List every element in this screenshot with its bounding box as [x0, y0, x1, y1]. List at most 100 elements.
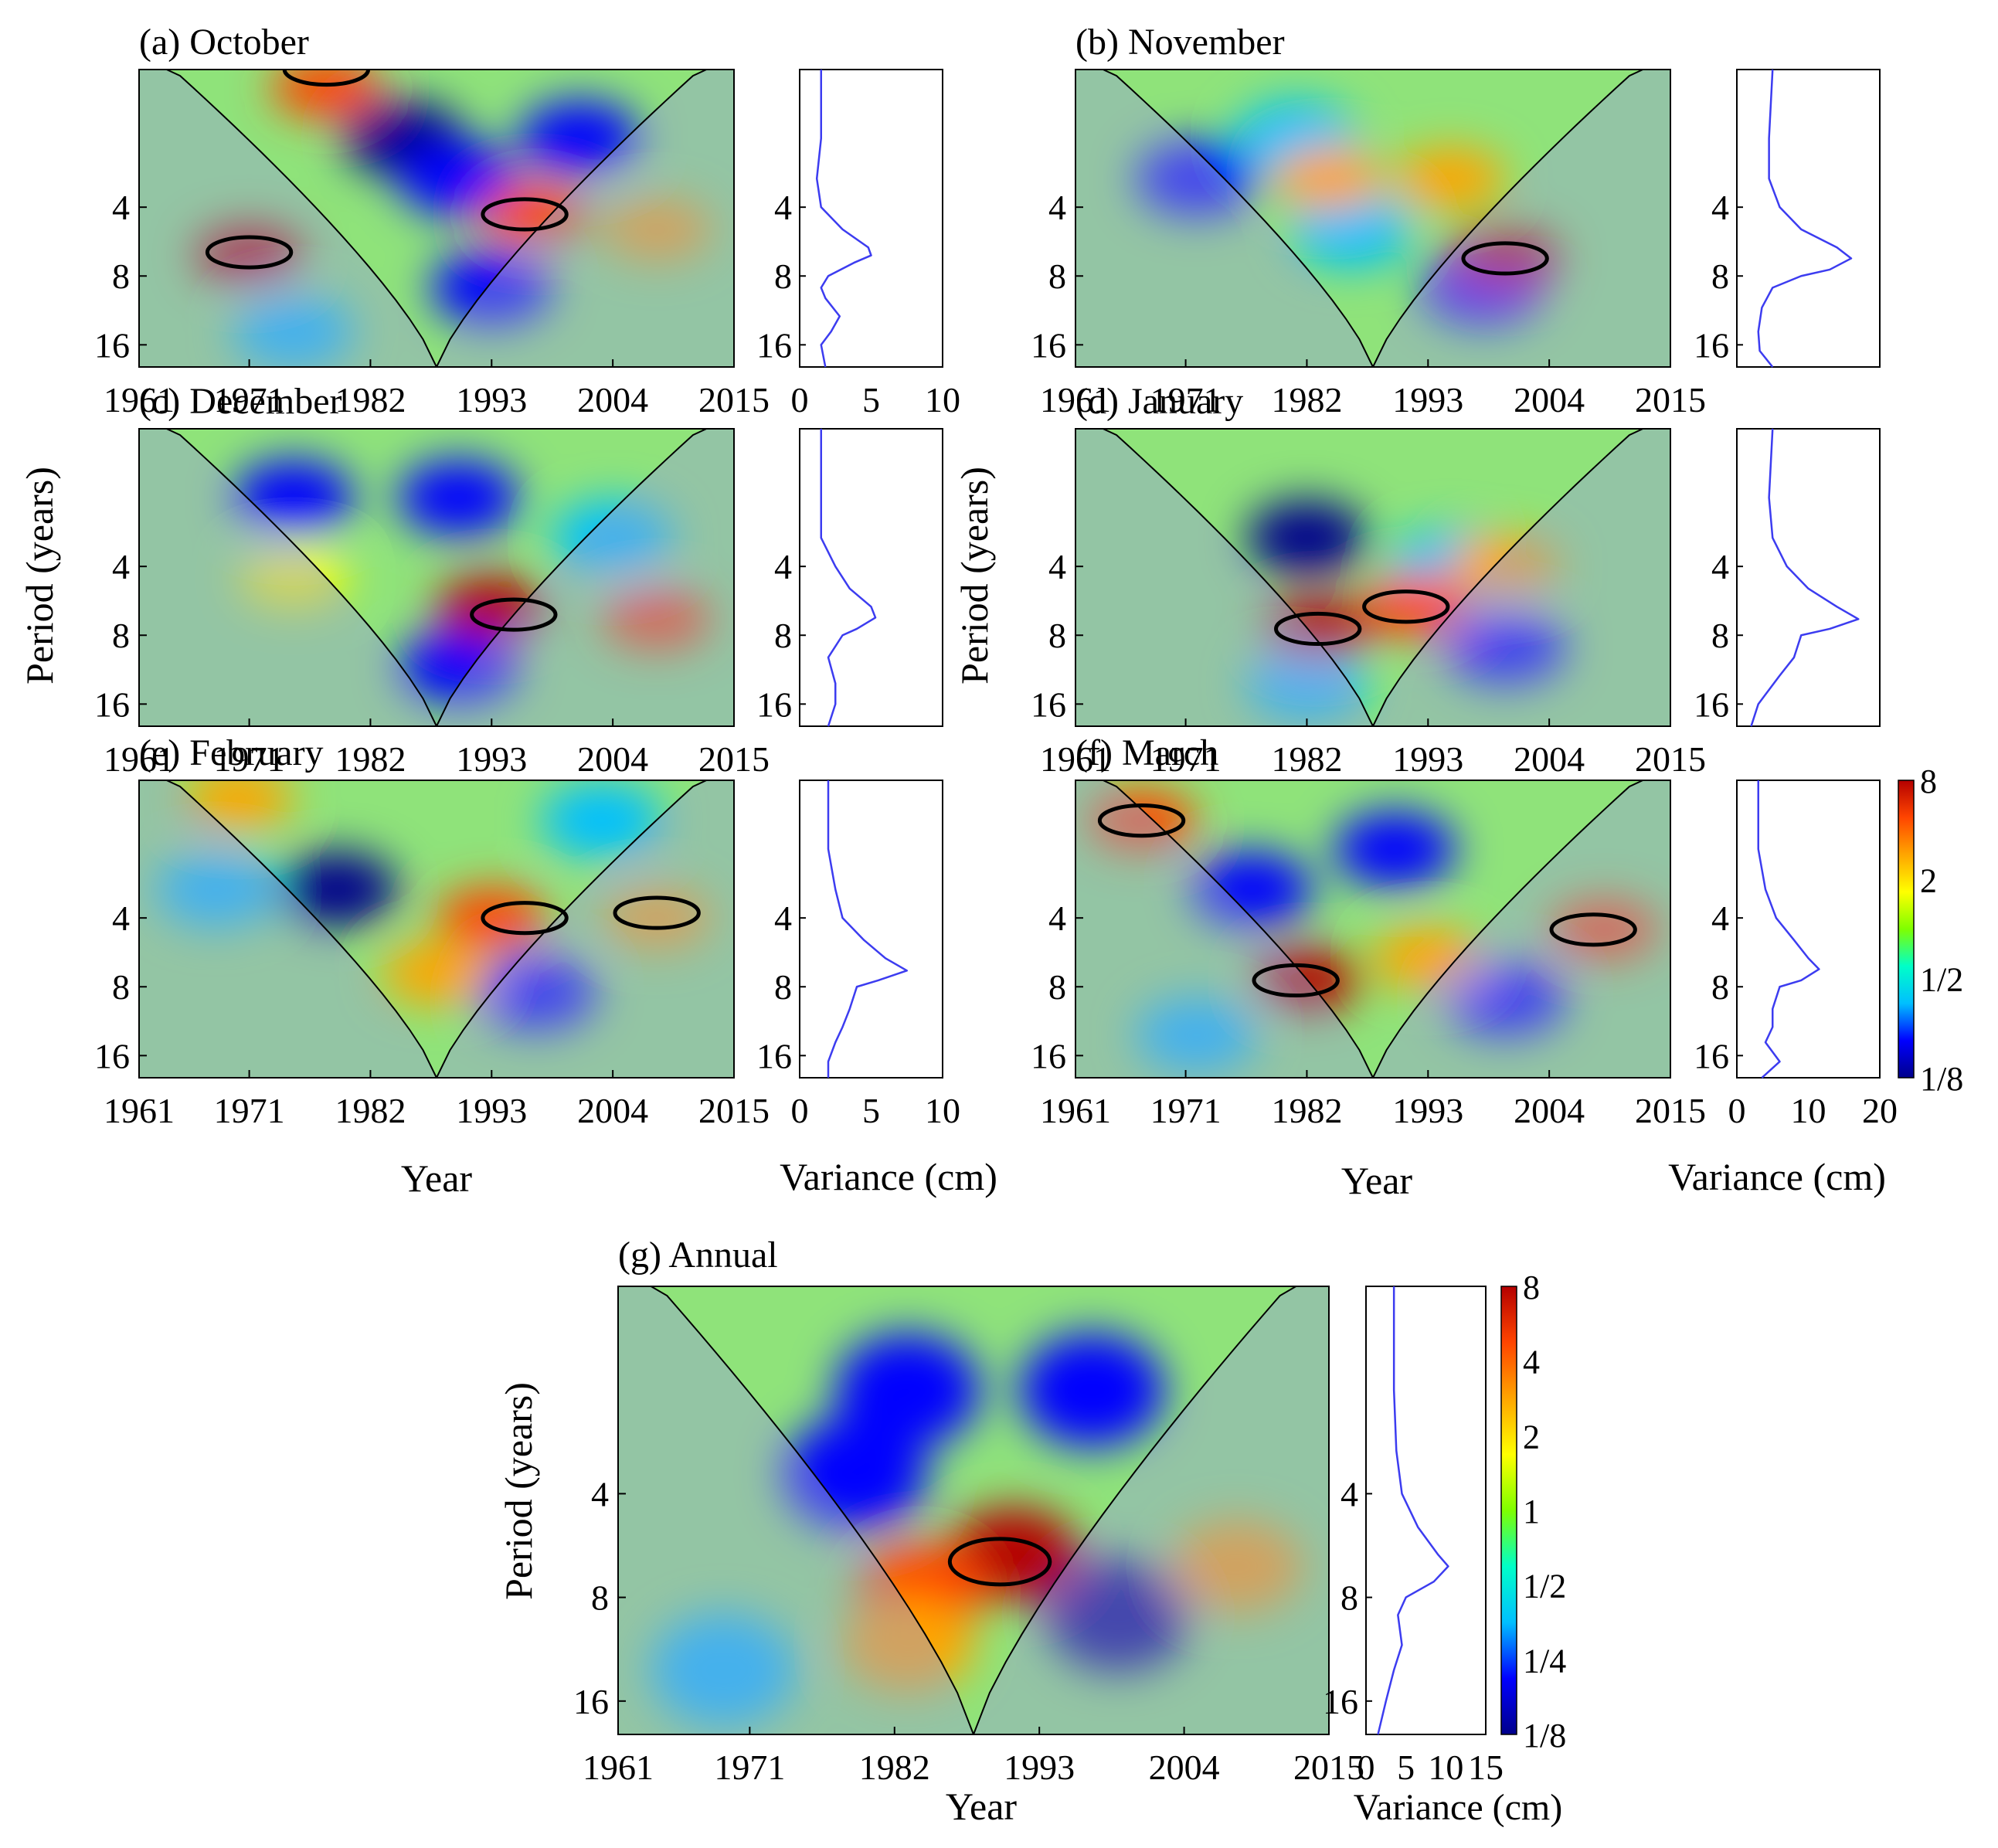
x-tick-label: 1993 [1392, 1091, 1463, 1130]
cold-region [1136, 997, 1258, 1073]
colorbar-tick-label: 8 [1523, 1269, 1540, 1306]
x-tick-label: 1961 [583, 1748, 654, 1787]
x-tick-label: 1982 [1271, 380, 1342, 420]
x-tick-label: 1982 [335, 1091, 406, 1130]
colorbar-tick-label: 1/8 [1920, 1060, 1963, 1098]
colorbar-gradient [1898, 780, 1915, 1079]
colorbar-tick-label: 2 [1523, 1418, 1540, 1456]
variance-label-annual: Variance (cm) [1354, 1787, 1563, 1828]
x-tick-label: 2015 [1635, 1091, 1706, 1130]
panel-f-title: (f) March [1075, 732, 1218, 773]
cold-region [398, 141, 519, 217]
panel-c-heatmap: 1961 1971 1982 1993 2004 2015 4 8 16 [94, 428, 770, 779]
panel-a-variance: 4 8 16 0 5 10 [756, 69, 960, 420]
cold-region [1290, 191, 1412, 267]
y-tick-label: 16 [1694, 1036, 1729, 1075]
y-tick-label: 4 [1711, 899, 1729, 938]
cold-region [1246, 500, 1368, 576]
variance-frame [799, 428, 943, 727]
panel-g-heatmap: 1961 1971 1982 1993 2004 2015 4 8 16 [573, 1286, 1364, 1787]
x-tick-label: 1961 [1040, 380, 1111, 420]
y-tick-label: 8 [1048, 256, 1066, 296]
hot-region [381, 942, 492, 1005]
cold-region [1019, 1333, 1165, 1448]
heatmap-blobs [233, 460, 712, 705]
variance-curve [1757, 780, 1820, 1079]
variance-tick-label: 15 [1468, 1748, 1504, 1787]
x-tick-label: 2004 [1514, 739, 1585, 779]
significance-contour [470, 597, 558, 632]
x-tick-label: 1971 [714, 1748, 785, 1787]
x-tick-label: 2015 [1635, 739, 1706, 779]
heatmap-field [1075, 780, 1670, 1078]
significance-contour [481, 901, 569, 936]
y-tick-label: 8 [1711, 256, 1729, 296]
variance-label-right: Variance (cm) [1668, 1155, 1886, 1198]
y-tick-label: 16 [94, 685, 130, 724]
variance-curve [815, 70, 872, 368]
cold-region [1191, 851, 1313, 928]
significance-contour [205, 235, 294, 270]
variance-frame [1736, 69, 1881, 368]
significance-contour [481, 197, 569, 232]
x-tick-label: 1993 [1004, 1748, 1075, 1787]
y-tick-label: 8 [591, 1578, 609, 1618]
x-tick-label: 1971 [214, 739, 285, 779]
colorbar-tick-label: 1/8 [1523, 1717, 1566, 1755]
heatmap-background [1075, 429, 1670, 726]
variance-curve [1377, 1286, 1449, 1735]
cone-of-influence-line [1103, 429, 1643, 726]
variance-tick-label: 0 [791, 1091, 809, 1130]
panel-g: (g) Annual 1961 1971 1982 1993 2004 20154816 … [573, 1235, 1504, 1787]
x-tick-label: 1982 [335, 380, 406, 420]
cold-region [1045, 1558, 1191, 1673]
significance-contour [1252, 963, 1340, 998]
variance-frame [799, 69, 943, 368]
y-tick-label: 4 [774, 547, 792, 586]
panel-b-title: (b) November [1075, 22, 1285, 63]
cone-of-influence-line [651, 1286, 1296, 1734]
hot-region [1262, 597, 1373, 661]
y-tick-label: 16 [756, 685, 792, 724]
colorbar-upper: 8 2 1/2 1/8 [1898, 763, 1963, 1098]
cold-region [398, 460, 519, 536]
hot-region [238, 547, 348, 610]
cone-of-influence-shade [1075, 780, 1670, 1078]
y-tick-label: 16 [94, 325, 130, 365]
x-tick-label: 2015 [698, 1091, 770, 1130]
variance-frame [1365, 1286, 1487, 1735]
y-tick-label: 16 [1031, 325, 1066, 365]
cold-region [552, 500, 674, 576]
significance-contour [947, 1537, 1052, 1587]
panel-g-variance: 4 8 16 0 5 10 15 [1323, 1286, 1504, 1787]
significance-contour [1097, 803, 1186, 838]
x-tick-label: 1993 [456, 1091, 527, 1130]
variance-tick-label: 0 [791, 380, 809, 420]
x-tick-label: 2015 [698, 739, 770, 779]
y-tick-label: 16 [1031, 1036, 1066, 1075]
y-tick-label: 4 [1711, 188, 1729, 227]
panel-g-title: (g) Annual [618, 1235, 778, 1276]
y-tick-label: 8 [112, 967, 130, 1007]
x-tick-label: 1971 [214, 1091, 285, 1130]
y-tick-label: 4 [1048, 899, 1066, 938]
x-tick-label: 1961 [104, 380, 175, 420]
variance-label-left: Variance (cm) [780, 1155, 997, 1198]
y-tick-label: 4 [774, 188, 792, 227]
variance-tick-label: 10 [925, 1091, 960, 1130]
heatmap-field [139, 780, 734, 1078]
hot-region [1395, 148, 1506, 210]
x-tick-label: 1961 [104, 739, 175, 779]
variance-tick-label: 5 [1397, 1748, 1415, 1787]
x-tick-label: 1971 [214, 380, 285, 420]
cold-region [1246, 645, 1368, 722]
panel-f-heatmap: 1961 1971 1982 1993 2004 2015 4 8 16 [1031, 780, 1706, 1130]
cold-region [541, 783, 663, 859]
variance-tick-label: 10 [925, 380, 960, 420]
heatmap-blobs [1246, 500, 1566, 722]
cone-of-influence-line [1103, 70, 1643, 367]
x-tick-label: 1993 [456, 739, 527, 779]
heatmap-frame [1075, 69, 1671, 368]
variance-tick-label: 5 [862, 380, 880, 420]
hot-region [1273, 148, 1385, 210]
